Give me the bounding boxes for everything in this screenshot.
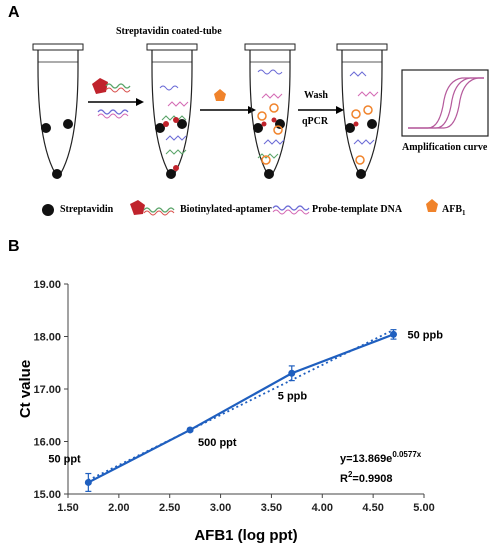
r-squared: R2=0.9908 (340, 470, 392, 485)
tube-1 (32, 43, 84, 179)
legend-probe: Probe-template DNA (312, 204, 403, 215)
trend-equation: y=13.869e0.0577x (340, 450, 422, 465)
x-tick-label: 1.50 (57, 502, 78, 514)
data-point (288, 369, 296, 377)
wash-label: Wash (304, 90, 328, 101)
x-tick-label: 2.00 (108, 502, 129, 514)
probe-dna-legend-icon (272, 205, 310, 211)
y-axis-title: Ct value (17, 360, 34, 418)
point-annotation: 50 ppb (407, 329, 443, 341)
ct-value-chart: 15.00 16.00 17.00 18.00 19.00 1.50 2.00 2.50 3.0… (17, 279, 443, 544)
aptamer-biotin-legend-icon (130, 200, 145, 215)
x-axis-title: AFB1 (log ppt) (194, 527, 297, 544)
legend-afb: AFB1 (442, 204, 466, 217)
y-tick-label: 19.00 (33, 279, 61, 291)
streptavidin-dot (63, 119, 73, 129)
x-tick-label: 4.00 (312, 502, 333, 514)
data-point (186, 426, 194, 434)
streptavidin-dot (41, 123, 51, 133)
point-annotation: 500 ppt (198, 437, 237, 449)
aptamer-strand-legend-icon (143, 207, 175, 213)
arrow-step-2 (200, 89, 256, 114)
panel-b-letter: B (8, 238, 20, 255)
amplification-curve-box (401, 69, 489, 137)
arrow-step-1 (88, 78, 144, 119)
legend-icons (42, 199, 438, 216)
legend-aptamer: Biotinylated-aptamer (180, 204, 272, 215)
y-tick-label: 18.00 (33, 332, 61, 344)
series-line (87, 333, 394, 484)
streptavidin-dot (52, 169, 62, 179)
legend-streptavidin: Streptavidin (60, 204, 114, 215)
x-tick-label: 2.50 (159, 502, 180, 514)
x-tick-label: 3.00 (210, 502, 231, 514)
x-tick-label: 3.50 (261, 502, 282, 514)
point-annotation: 5 ppb (278, 390, 308, 402)
tube-title: Streptavidin coated-tube (116, 26, 222, 37)
panel-a-letter: A (8, 4, 20, 21)
streptavidin-legend-icon (42, 204, 54, 216)
amplification-curve-caption: Amplification curve (402, 142, 488, 153)
y-tick-label: 15.00 (33, 489, 61, 501)
x-tick-label: 4.50 (362, 502, 383, 514)
afb-legend-icon (426, 199, 438, 212)
y-tick-label: 17.00 (33, 384, 61, 396)
qpcr-label: qPCR (302, 116, 329, 127)
data-point (389, 330, 397, 338)
arrow-step-3 (298, 106, 344, 114)
x-tick-label: 5.00 (413, 502, 434, 514)
schematic-diagram (32, 43, 489, 216)
data-point (84, 478, 92, 486)
tube-4 (336, 43, 388, 179)
point-annotation: 50 ppt (48, 453, 81, 465)
y-tick-label: 16.00 (33, 437, 61, 449)
tube-3 (244, 43, 296, 179)
tube-2 (146, 43, 198, 179)
